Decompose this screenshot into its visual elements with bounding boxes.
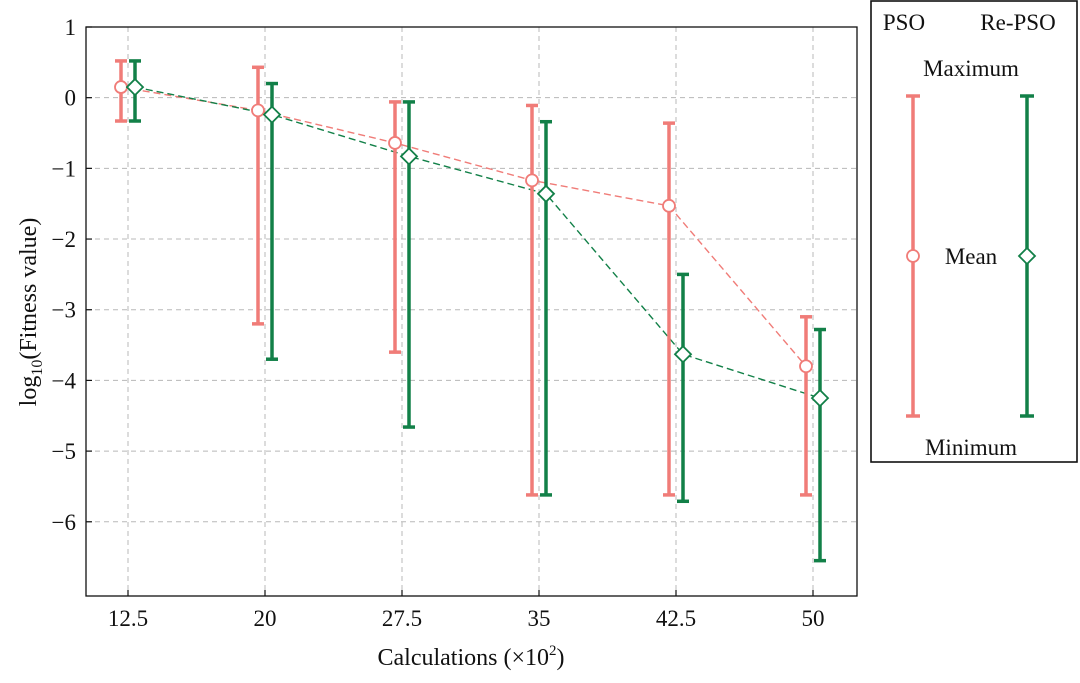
re-pso-mean-marker: [262, 105, 282, 124]
x-axis-title: Calculations (×102): [377, 643, 564, 671]
re-pso-error-bar: [677, 272, 689, 504]
y-axis-title: log10(Fitness value): [16, 218, 46, 407]
y-tick-label: −3: [52, 298, 76, 323]
pso-mean-marker: [388, 136, 402, 150]
pso-mean-marker: [114, 80, 128, 94]
pso-mean-marker: [251, 103, 265, 118]
pso-error-bar: [526, 103, 538, 497]
re-pso-mean-marker: [125, 77, 145, 97]
re-pso-mean-marker: [536, 184, 556, 204]
pso-mean-marker: [662, 198, 676, 213]
re-pso-mean-line: [134, 86, 821, 399]
pso-error-bar: [800, 315, 812, 497]
x-tick-label: 20: [254, 606, 277, 631]
grid: [86, 26, 857, 596]
y-tick-label: −6: [52, 510, 76, 535]
x-tick-label: 42.5: [656, 606, 696, 631]
legend-minimum-label: Minimum: [925, 435, 1017, 460]
x-tick-label: 27.5: [382, 606, 422, 631]
y-tick-label: 0: [65, 86, 77, 111]
legend-box: [870, 0, 1078, 463]
x-tick-label: 50: [802, 606, 825, 631]
pso-mean-line: [120, 86, 807, 367]
pso-error-bar: [663, 121, 675, 497]
legend-maximum-label: Maximum: [923, 56, 1019, 81]
y-tick-label: −4: [52, 368, 77, 393]
legend-entry-re-pso: Re-PSO: [980, 10, 1055, 35]
pso-mean-marker: [525, 173, 539, 188]
legend: PSO Re-PSO Maximum Mean Minimum: [870, 0, 1078, 463]
axis-ticks: 1 0 −1 −2 −3 −4 −5 −6 12.5 20 27.5 35 42.5 50: [52, 15, 825, 631]
x-tick-label: 12.5: [108, 606, 148, 631]
mean-markers: [114, 77, 830, 408]
legend-pso-marker: [906, 249, 920, 263]
y-tick-label: −5: [52, 439, 76, 464]
re-pso-mean-marker: [673, 344, 693, 364]
re-pso-mean-marker: [810, 388, 830, 408]
y-tick-label: 1: [65, 15, 77, 40]
plot-frame: [85, 26, 858, 597]
y-tick-label: −1: [52, 156, 76, 181]
re-pso-error-bar: [814, 327, 826, 563]
legend-entry-pso: PSO: [883, 10, 925, 35]
re-pso-error-bar: [266, 81, 278, 361]
y-tick-label: −2: [52, 227, 76, 252]
legend-re-pso-marker: [1017, 246, 1037, 266]
legend-mean-label: Mean: [945, 244, 998, 269]
legend-glyphs: [906, 94, 1037, 418]
x-tick-label: 35: [528, 606, 551, 631]
pso-mean-marker: [799, 359, 813, 374]
error-bars: [115, 59, 826, 563]
mean-lines: [120, 86, 821, 399]
re-pso-error-bar: [540, 119, 552, 497]
re-pso-mean-marker: [399, 147, 419, 166]
